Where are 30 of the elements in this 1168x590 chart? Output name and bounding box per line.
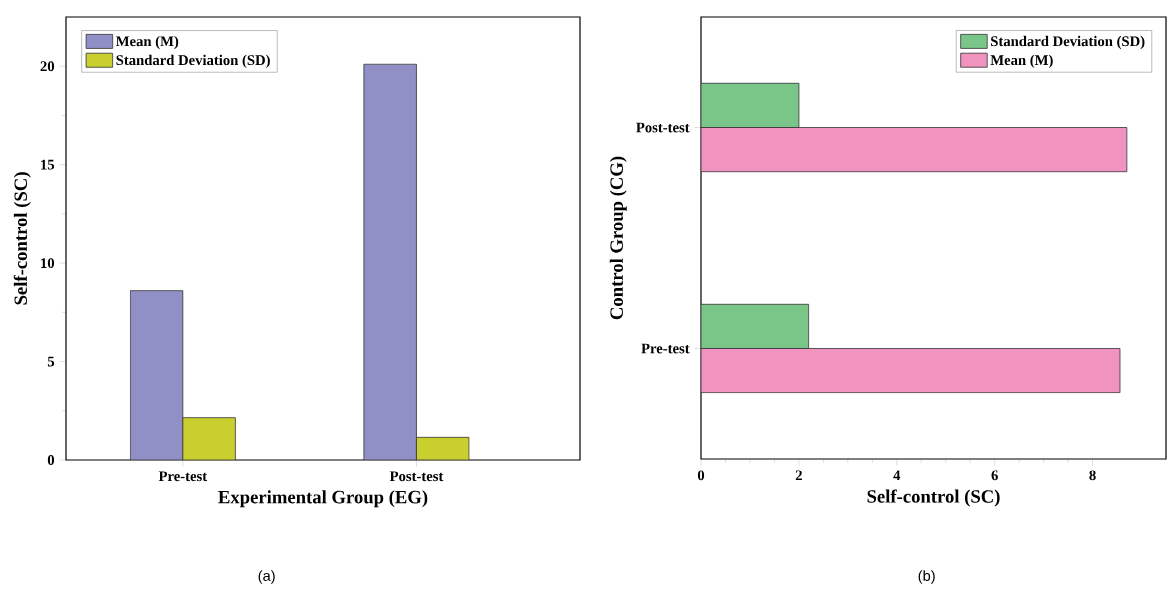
bar <box>701 303 810 349</box>
bar <box>182 417 236 460</box>
bar <box>701 127 1128 173</box>
y-axis-title: Self-control (SC) <box>13 172 31 305</box>
bar <box>701 348 1121 394</box>
legend-label: Standard Deviation (SD) <box>116 54 270 69</box>
x-axis-title: Experimental Group (EG) <box>218 490 428 508</box>
y-tick-label: 15 <box>41 159 55 170</box>
bar <box>701 82 800 128</box>
text: (a) <box>258 570 275 584</box>
y-tick-label: 5 <box>47 356 55 367</box>
x-tick-label: 6 <box>991 470 998 481</box>
x-tick-label: 2 <box>795 470 802 481</box>
legend-label: Mean (M) <box>115 35 179 50</box>
y-tick-label: 10 <box>41 258 55 269</box>
legend-label: Mean (M) <box>990 54 1053 68</box>
legend-label: Standard Deviation (SD) <box>991 35 1145 50</box>
y-axis-title: Control Group (CG) <box>609 156 627 320</box>
x-tick-label: Post-test <box>389 471 444 482</box>
x-tick-label: 8 <box>1089 470 1096 481</box>
text: (b) <box>918 570 935 584</box>
bar <box>129 290 184 460</box>
x-tick-label: 4 <box>893 470 901 481</box>
bar <box>416 436 470 460</box>
x-axis-title: Self-control (SC) <box>867 489 1000 507</box>
x-tick-label: 0 <box>697 470 705 481</box>
y-tick-label: 0 <box>47 455 55 465</box>
x-tick-label: Pre-test <box>158 471 208 482</box>
bar <box>363 63 417 460</box>
y-tick-label: 20 <box>40 61 55 72</box>
